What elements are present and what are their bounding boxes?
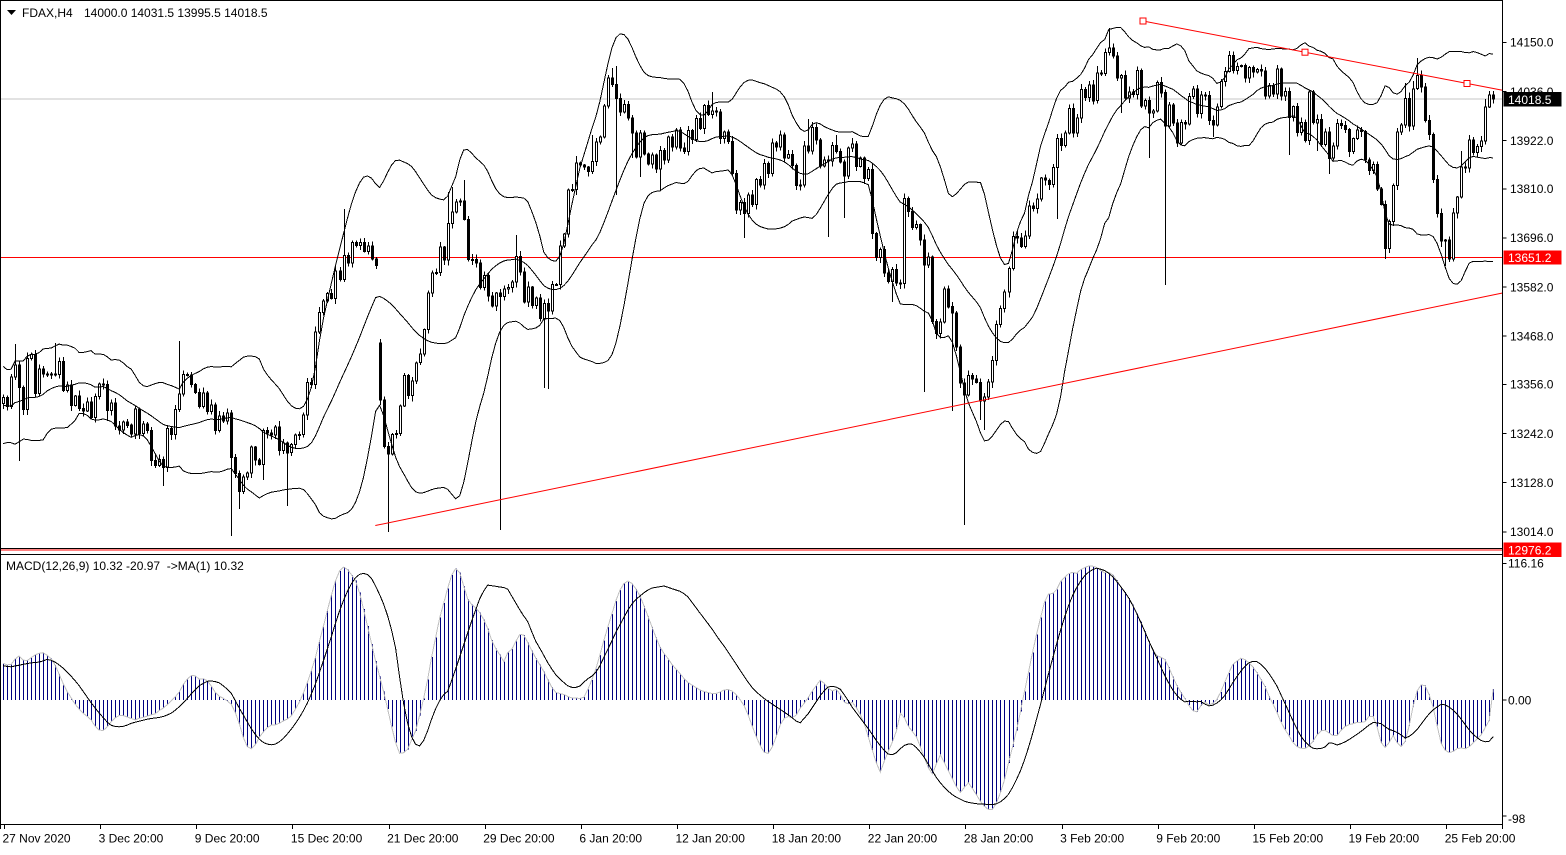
- svg-text:13651.2: 13651.2: [1508, 251, 1552, 265]
- svg-text:14150.0: 14150.0: [1510, 36, 1554, 50]
- svg-text:13128.0: 13128.0: [1510, 476, 1554, 490]
- svg-text:13014.0: 13014.0: [1510, 525, 1554, 539]
- svg-text:6 Jan 20:00: 6 Jan 20:00: [579, 832, 642, 846]
- svg-text:13242.0: 13242.0: [1510, 427, 1554, 441]
- svg-text:MACD(12,26,9) 10.32 -20.97 ->: MACD(12,26,9) 10.32 -20.97 ->MA(1) 10.32: [6, 559, 244, 573]
- svg-text:22 Jan 20:00: 22 Jan 20:00: [868, 832, 938, 846]
- svg-text:15 Feb 20:00: 15 Feb 20:00: [1252, 832, 1323, 846]
- svg-text:13810.0: 13810.0: [1510, 182, 1554, 196]
- svg-text:9 Feb 20:00: 9 Feb 20:00: [1156, 832, 1220, 846]
- svg-text:13468.0: 13468.0: [1510, 329, 1554, 343]
- svg-text:9 Dec 20:00: 9 Dec 20:00: [195, 832, 260, 846]
- svg-text:14018.5: 14018.5: [1508, 93, 1552, 107]
- svg-text:13696.0: 13696.0: [1510, 231, 1554, 245]
- svg-text:13582.0: 13582.0: [1510, 280, 1554, 294]
- svg-text:0.00: 0.00: [1508, 693, 1532, 707]
- svg-text:12 Jan 20:00: 12 Jan 20:00: [676, 832, 746, 846]
- svg-text:29 Dec 20:00: 29 Dec 20:00: [483, 832, 555, 846]
- svg-text:13356.0: 13356.0: [1510, 378, 1554, 392]
- svg-text:19 Feb 20:00: 19 Feb 20:00: [1349, 832, 1420, 846]
- svg-text:3 Feb 20:00: 3 Feb 20:00: [1060, 832, 1124, 846]
- svg-text:FDAX,H4: FDAX,H4: [22, 6, 73, 20]
- svg-text:28 Jan 20:00: 28 Jan 20:00: [964, 832, 1034, 846]
- svg-text:13922.0: 13922.0: [1510, 134, 1554, 148]
- svg-text:18 Jan 20:00: 18 Jan 20:00: [772, 832, 842, 846]
- svg-text:14000.0 14031.5 13995.5 14018.: 14000.0 14031.5 13995.5 14018.5: [84, 6, 268, 20]
- svg-text:15 Dec 20:00: 15 Dec 20:00: [291, 832, 363, 846]
- svg-text:21 Dec 20:00: 21 Dec 20:00: [387, 832, 459, 846]
- svg-text:-98: -98: [1508, 812, 1526, 826]
- svg-text:12976.2: 12976.2: [1508, 543, 1552, 557]
- svg-text:27 Nov 2020: 27 Nov 2020: [3, 832, 71, 846]
- svg-text:3 Dec 20:00: 3 Dec 20:00: [99, 832, 164, 846]
- svg-text:116.16: 116.16: [1508, 557, 1544, 571]
- svg-text:25 Feb 20:00: 25 Feb 20:00: [1445, 832, 1516, 846]
